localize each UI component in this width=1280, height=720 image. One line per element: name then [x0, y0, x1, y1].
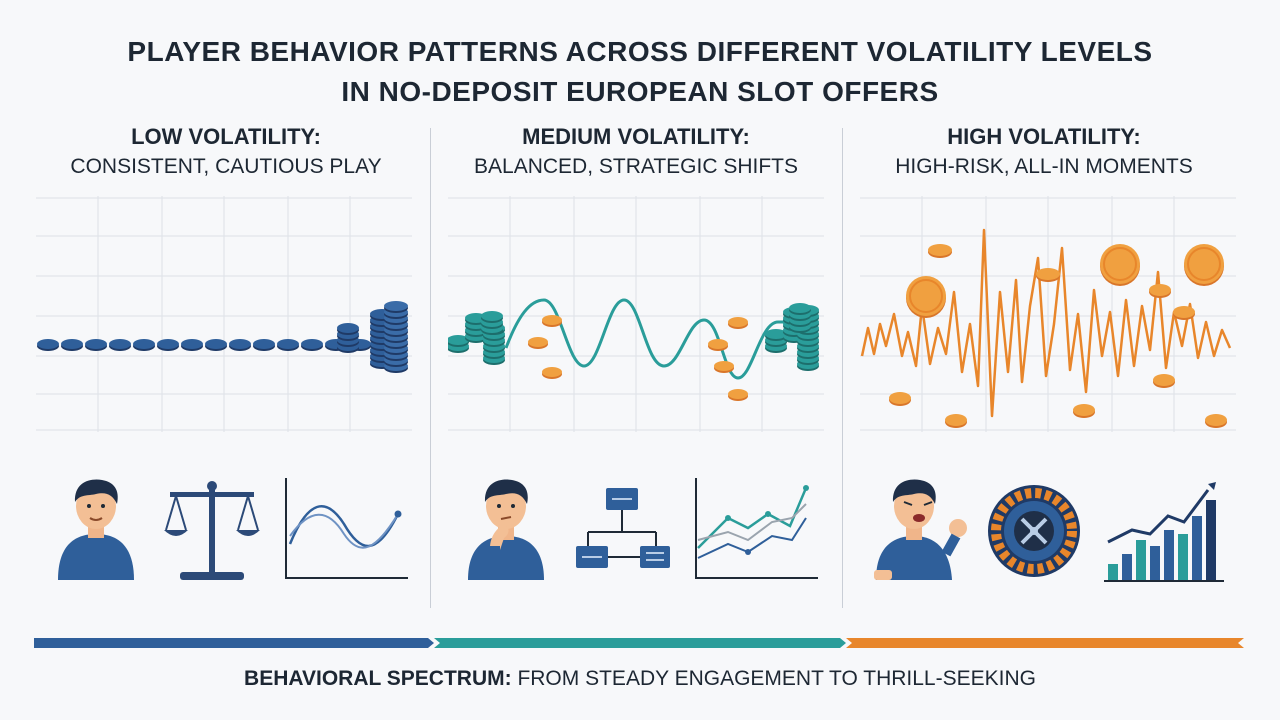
- roulette-wheel-icon: [988, 485, 1080, 577]
- coin-stacks: [448, 303, 819, 401]
- flowchart-icon: [576, 488, 670, 568]
- orange-coin: [708, 339, 728, 349]
- heading-high: HIGH VOLATILITY:: [947, 124, 1141, 149]
- spectrum-segment-high: [846, 638, 1244, 648]
- medium-icons: [460, 476, 830, 586]
- low-volatility-chart: [36, 196, 412, 432]
- thinking-player-icon: [468, 479, 544, 580]
- column-divider-2: [842, 128, 843, 608]
- orange-coin: [714, 361, 734, 371]
- orange-coin: [889, 392, 911, 404]
- teal-coin: [789, 303, 811, 313]
- high-volatility-chart: [860, 196, 1236, 432]
- low-coin: [181, 339, 203, 349]
- big-orange-coin: [1184, 244, 1224, 284]
- low-coin: [277, 339, 299, 349]
- orange-coin: [945, 414, 967, 426]
- big-orange-coin: [906, 276, 946, 316]
- low-coin: [37, 339, 59, 349]
- behavioral-spectrum-bar: [34, 636, 1244, 650]
- multi-line-chart-icon: [695, 478, 818, 579]
- orange-coin: [542, 367, 562, 377]
- calm-player-icon: [58, 479, 134, 580]
- low-icons: [50, 476, 420, 586]
- low-coin: [133, 339, 155, 349]
- high-icons: [872, 476, 1232, 586]
- medium-volatility-heading: MEDIUM VOLATILITY: BALANCED, STRATEGIC S…: [436, 122, 836, 182]
- orange-coin: [928, 244, 952, 256]
- coin-row: [37, 301, 408, 373]
- smooth-wave-chart-icon: [285, 478, 408, 579]
- medium-volatility-chart: [448, 196, 824, 432]
- teal-coin: [448, 335, 469, 345]
- big-orange-coin: [1100, 244, 1140, 284]
- teal-coin: [481, 311, 503, 321]
- rising-bar-chart-icon: [1104, 482, 1224, 582]
- footer-rest: FROM STEADY ENGAGEMENT TO THRILL-SEEKING: [511, 667, 1036, 690]
- balance-scale-icon: [164, 481, 260, 580]
- orange-coin: [728, 317, 748, 327]
- title-line-1: PLAYER BEHAVIOR PATTERNS ACROSS DIFFEREN…: [127, 36, 1153, 67]
- orange-coin: [528, 337, 548, 347]
- heading-low: LOW VOLATILITY:: [131, 124, 321, 149]
- page-title: PLAYER BEHAVIOR PATTERNS ACROSS DIFFEREN…: [0, 32, 1280, 112]
- low-volatility-heading: LOW VOLATILITY: CONSISTENT, CAUTIOUS PLA…: [26, 122, 426, 182]
- teal-coin: [765, 329, 787, 339]
- low-coin: [109, 339, 131, 349]
- orange-coin: [1149, 284, 1171, 296]
- low-coin: [61, 339, 83, 349]
- grid: [860, 196, 1236, 432]
- orange-coin: [728, 389, 748, 399]
- heading-medium: MEDIUM VOLATILITY:: [522, 124, 750, 149]
- spectrum-segment-medium: [434, 638, 846, 648]
- frustrated-player-icon: [874, 479, 967, 580]
- title-line-2: IN NO-DEPOSIT EUROPEAN SLOT OFFERS: [341, 76, 939, 107]
- orange-coin: [1173, 306, 1195, 318]
- orange-coin: [1205, 414, 1227, 426]
- footer-bold: BEHAVIORAL SPECTRUM:: [244, 667, 512, 690]
- subheading-medium: BALANCED, STRATEGIC SHIFTS: [474, 155, 798, 178]
- volatile-price-line: [860, 228, 1232, 418]
- orange-coin: [1153, 374, 1175, 386]
- low-stack-coin: [384, 301, 408, 311]
- spectrum-segment-low: [34, 638, 434, 648]
- orange-coin: [542, 315, 562, 325]
- orange-coin: [1036, 268, 1060, 280]
- scattered-coins: [889, 244, 1227, 428]
- low-coin: [85, 339, 107, 349]
- subheading-low: CONSISTENT, CAUTIOUS PLAY: [70, 155, 382, 178]
- low-coin: [253, 339, 275, 349]
- low-coin: [205, 339, 227, 349]
- low-coin: [301, 339, 323, 349]
- high-volatility-heading: HIGH VOLATILITY: HIGH-RISK, ALL-IN MOMEN…: [844, 122, 1244, 182]
- footer-caption: BEHAVIORAL SPECTRUM: FROM STEADY ENGAGEM…: [0, 664, 1280, 694]
- low-coin: [229, 339, 251, 349]
- column-divider-1: [430, 128, 431, 608]
- orange-coin: [1073, 404, 1095, 416]
- low-stack-coin: [337, 323, 359, 333]
- subheading-high: HIGH-RISK, ALL-IN MOMENTS: [895, 155, 1193, 178]
- grid: [448, 196, 824, 432]
- low-coin: [157, 339, 179, 349]
- balanced-wave-line: [504, 298, 800, 380]
- grid: [36, 196, 412, 432]
